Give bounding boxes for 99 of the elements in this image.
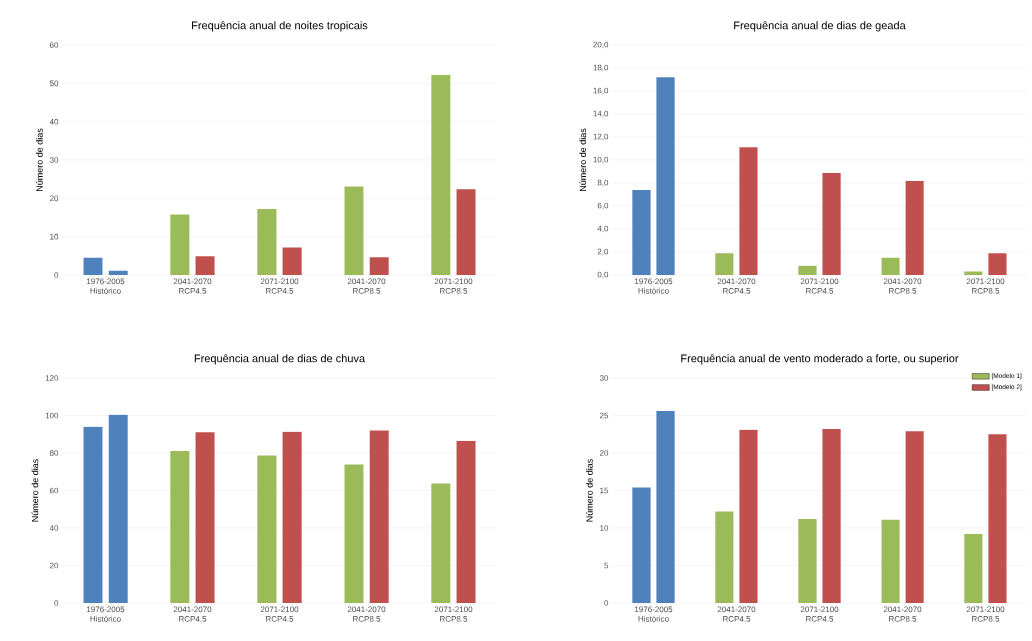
bar [905, 180, 924, 275]
x-tick-label: 2071-2100 RCP8.5 [434, 606, 473, 622]
x-tick-label: 2071-2100 RCP4.5 [800, 606, 839, 622]
x-tick-label: 2071-2100 RCP8.5 [966, 278, 1005, 294]
y-tick-label: 40 [49, 118, 59, 125]
bar [344, 186, 364, 275]
bar [656, 77, 675, 275]
x-tick-label: 1976-2005 Histórico [86, 278, 125, 294]
x-tick-label: 1976-2005 Histórico [634, 278, 673, 294]
bar [715, 511, 734, 603]
x-tick-label: 2041-2070 RCP8.5 [883, 606, 922, 622]
x-tick-label: 2041-2070 RCP4.5 [717, 606, 756, 622]
chart-title: Frequência anual de vento moderado a forte, ou superior [681, 354, 959, 365]
bar [170, 214, 190, 275]
bar [632, 487, 651, 603]
y-tick-label: 60 [49, 487, 59, 494]
y-tick-label: 0 [54, 272, 59, 278]
bar [344, 464, 364, 603]
bar [456, 189, 476, 275]
bar [257, 209, 277, 275]
x-tick-label: 2071-2100 RCP4.5 [260, 606, 299, 622]
bar [822, 429, 841, 603]
y-tick-label: 30 [599, 375, 609, 381]
x-tick-label: 2041-2070 RCP8.5 [347, 606, 386, 622]
bar [195, 432, 215, 603]
y-tick-label: 10,0 [593, 156, 609, 164]
x-tick-label: 2041-2070 RCP8.5 [347, 278, 386, 294]
bar [195, 256, 215, 275]
bar [964, 534, 983, 603]
y-tick-label: 14,0 [593, 110, 609, 118]
y-tick-label: 40 [49, 525, 59, 531]
y-tick-label: 2,0 [597, 248, 609, 256]
bar [715, 253, 734, 275]
y-tick-label: 5 [604, 562, 609, 569]
y-axis-title: Número de dias [585, 459, 593, 522]
y-tick-label: 20 [49, 562, 59, 569]
bar [431, 483, 451, 603]
bar [739, 429, 758, 603]
y-tick-label: 16,0 [593, 87, 609, 95]
bar [83, 426, 103, 603]
y-tick-label: 0 [604, 600, 609, 606]
y-tick-label: 50 [49, 80, 59, 87]
bar [170, 451, 190, 603]
bar [257, 455, 277, 603]
y-tick-label: 100 [45, 412, 59, 419]
x-tick-label: 2041-2070 RCP4.5 [173, 278, 212, 294]
y-axis-title: Número de dias [31, 459, 39, 522]
x-tick-label: 1976-2005 Histórico [634, 606, 673, 622]
y-tick-label: 20 [599, 450, 609, 456]
y-tick-label: 6,0 [597, 202, 609, 210]
x-tick-label: 2071-2100 RCP4.5 [260, 278, 299, 294]
y-tick-label: 15 [600, 487, 609, 494]
y-tick-label: 20 [49, 195, 59, 202]
bar [881, 519, 900, 603]
chart-title: Frequência anual de dias de chuva [194, 354, 366, 365]
bar [905, 431, 924, 603]
bar [108, 270, 128, 275]
y-tick-label: 120 [45, 375, 59, 381]
bar [798, 519, 817, 603]
y-tick-label: 20,0 [593, 41, 609, 49]
y-axis-title: Número de dias [35, 128, 43, 192]
x-tick-label: 2041-2070 RCP4.5 [717, 278, 756, 294]
bar [798, 265, 817, 275]
y-tick-label: 10 [600, 525, 609, 531]
bar [988, 253, 1007, 275]
chart-title: Frequência anual de noites tropicais [192, 21, 368, 32]
bar [656, 411, 675, 603]
bar [739, 147, 758, 275]
y-tick-label: 0,0 [597, 271, 609, 279]
bar [431, 74, 451, 275]
x-tick-label: 2041-2070 RCP8.5 [883, 278, 922, 294]
y-tick-label: 25 [599, 412, 609, 419]
y-tick-label: 60 [49, 42, 59, 48]
y-axis-title: Número de dias [579, 128, 587, 192]
bar [881, 257, 900, 275]
bar [282, 247, 302, 275]
x-tick-label: 2071-2100 RCP8.5 [434, 278, 473, 294]
chart-title: Frequência anual de dias de geada [734, 21, 906, 32]
y-tick-label: 18,0 [593, 64, 609, 72]
x-tick-label: 1976-2005 Histórico [86, 606, 125, 622]
bar [369, 430, 389, 603]
bar [632, 189, 651, 275]
y-tick-label: 8,0 [597, 179, 609, 187]
y-tick-label: 80 [49, 450, 59, 456]
x-tick-label: 2071-2100 RCP4.5 [800, 278, 839, 294]
bar [282, 431, 302, 603]
y-tick-label: 4,0 [597, 225, 609, 233]
x-tick-label: 2071-2100 RCP8.5 [966, 606, 1005, 622]
bar [369, 257, 389, 275]
bar [822, 172, 841, 275]
y-tick-label: 0 [54, 600, 59, 606]
x-tick-label: 2041-2070 RCP4.5 [173, 606, 212, 622]
y-tick-label: 10 [50, 233, 59, 240]
y-tick-label: 12,0 [593, 133, 609, 141]
y-tick-label: 30 [49, 157, 59, 163]
bar [988, 434, 1007, 603]
bar [456, 440, 476, 603]
bar [108, 414, 128, 603]
bar [83, 257, 103, 275]
